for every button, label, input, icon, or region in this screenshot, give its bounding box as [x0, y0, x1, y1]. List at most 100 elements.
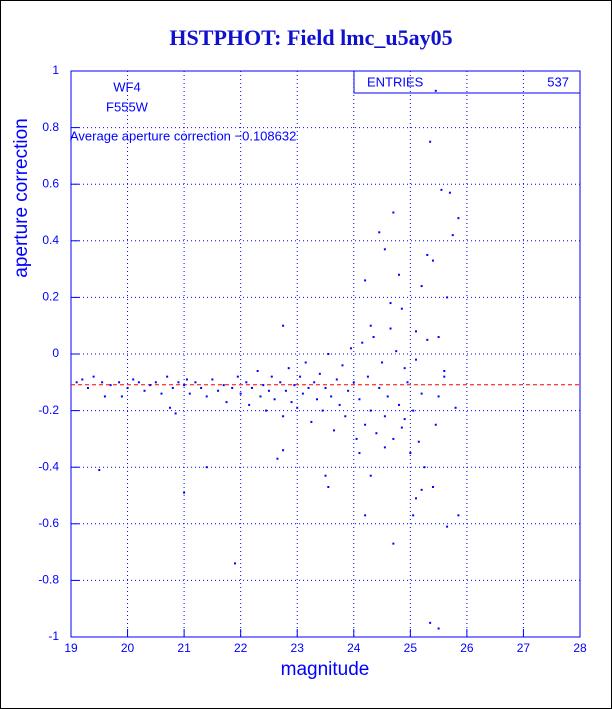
point	[454, 406, 457, 409]
point	[327, 353, 330, 355]
y-tick-label: -0.6	[38, 516, 59, 530]
chart-title: HSTPHOT: Field lmc_u5ay05	[169, 25, 452, 50]
point	[301, 392, 304, 395]
point	[234, 562, 237, 565]
point	[324, 386, 327, 389]
y-tick-label: 0.8	[42, 120, 59, 134]
x-axis-label: magnitude	[281, 659, 370, 680]
x-tick-label: 24	[347, 641, 361, 655]
point	[398, 403, 401, 406]
point	[406, 381, 409, 384]
y-tick-label: -0.4	[38, 459, 59, 473]
point	[392, 542, 395, 545]
point	[437, 395, 440, 398]
y-tick-label: -0.2	[38, 403, 59, 417]
point	[429, 140, 432, 143]
point	[378, 386, 381, 389]
point	[217, 389, 220, 392]
point	[81, 378, 84, 381]
point	[366, 375, 369, 378]
point	[434, 423, 437, 426]
stats-value: 537	[547, 74, 569, 89]
point	[282, 415, 285, 418]
point	[75, 381, 78, 384]
y-tick-label: 0.4	[42, 233, 59, 247]
point	[332, 429, 335, 432]
point	[143, 389, 146, 392]
point	[344, 415, 347, 418]
point	[389, 327, 392, 330]
point	[183, 491, 186, 494]
point	[403, 418, 406, 421]
point	[395, 350, 398, 353]
point	[330, 395, 333, 398]
point	[200, 386, 203, 389]
point	[437, 336, 440, 339]
point	[282, 324, 285, 327]
point	[259, 395, 262, 398]
x-tick-label: 27	[517, 641, 531, 655]
point	[358, 452, 361, 455]
x-tick-label: 23	[291, 641, 305, 655]
point	[296, 406, 299, 409]
point	[160, 392, 163, 395]
y-tick-label: 0.6	[42, 176, 59, 190]
point	[338, 403, 341, 406]
point	[392, 437, 395, 440]
point	[446, 525, 449, 528]
point	[440, 188, 443, 191]
point	[381, 361, 384, 364]
point	[364, 514, 367, 517]
point	[369, 409, 372, 412]
point	[426, 253, 429, 256]
point	[211, 378, 214, 381]
point	[341, 364, 344, 367]
y-tick-label: -0.8	[38, 573, 59, 587]
x-tick-label: 21	[177, 641, 191, 655]
point	[349, 347, 352, 350]
y-axis-label: aperture correction	[11, 118, 32, 277]
point	[316, 398, 319, 401]
point	[414, 330, 417, 333]
point	[98, 469, 101, 472]
point	[256, 369, 259, 372]
x-tick-label: 20	[121, 641, 135, 655]
point	[177, 381, 180, 384]
point	[287, 367, 290, 370]
point	[420, 488, 423, 491]
point	[267, 389, 270, 392]
point	[417, 440, 420, 443]
point	[137, 381, 140, 384]
annotation: F555W	[106, 99, 149, 114]
point	[171, 386, 174, 389]
point	[409, 452, 412, 455]
point	[389, 302, 392, 305]
point	[420, 285, 423, 288]
point	[451, 234, 454, 237]
point	[103, 395, 106, 398]
x-tick-label: 26	[460, 641, 474, 655]
y-tick-label: 1	[52, 63, 59, 77]
point	[378, 231, 381, 234]
point	[86, 386, 89, 389]
point	[375, 432, 378, 435]
point	[420, 392, 423, 395]
point	[284, 389, 287, 392]
point	[166, 375, 169, 378]
point	[174, 412, 177, 415]
point	[383, 415, 386, 418]
point	[120, 395, 123, 398]
point	[383, 248, 386, 251]
point	[282, 449, 285, 452]
point	[149, 384, 152, 387]
point	[132, 378, 135, 381]
point	[443, 375, 446, 378]
point	[400, 307, 403, 310]
point	[188, 392, 191, 395]
point	[101, 381, 104, 384]
point	[313, 381, 316, 384]
point	[273, 398, 276, 401]
point	[369, 474, 372, 477]
point	[398, 273, 401, 276]
point	[194, 381, 197, 384]
